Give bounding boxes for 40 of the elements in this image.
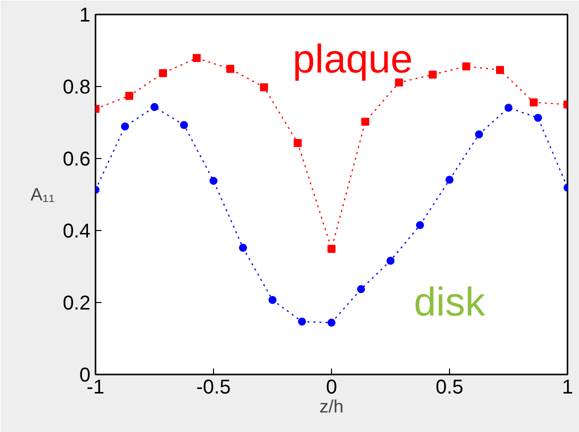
x-axis-title: z/h (319, 396, 344, 416)
annotation: disk (414, 280, 486, 324)
x-tick-label: 0 (326, 376, 338, 398)
y-tick-label: 1 (79, 4, 90, 26)
point (357, 285, 365, 294)
point (534, 114, 542, 122)
point (386, 256, 394, 265)
point (504, 104, 512, 112)
y-tick-label: 0.2 (62, 292, 91, 314)
x-tick-label: 1 (562, 376, 574, 398)
y-axis-title: A₁₁ (30, 184, 55, 204)
point (260, 83, 268, 92)
x-tick-label: 0.5 (436, 376, 464, 398)
point (150, 103, 158, 112)
point (121, 122, 129, 130)
point (416, 221, 424, 230)
point (530, 98, 538, 106)
point (268, 296, 276, 304)
point (180, 121, 188, 130)
point (428, 70, 437, 79)
point (496, 66, 504, 74)
point (462, 62, 470, 70)
point (192, 54, 201, 62)
point (294, 139, 302, 148)
point (446, 176, 454, 184)
y-tick-label: 0.8 (62, 76, 91, 98)
point (361, 118, 370, 126)
point (125, 92, 134, 100)
point (475, 130, 483, 138)
y-tick-label: 0.6 (62, 148, 91, 170)
point (239, 244, 247, 252)
point (298, 318, 306, 326)
annotation: plaque (292, 38, 413, 82)
point (158, 69, 167, 78)
point (328, 244, 336, 253)
point (210, 176, 218, 185)
y-tick-label: 0.4 (62, 220, 91, 242)
point (328, 318, 336, 327)
x-tick-label: -0.5 (196, 376, 231, 398)
point (226, 64, 234, 73)
